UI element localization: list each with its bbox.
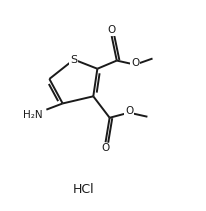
Text: HCl: HCl	[72, 183, 94, 196]
Text: O: O	[124, 106, 132, 116]
Text: O: O	[101, 143, 109, 153]
Text: H₂N: H₂N	[23, 110, 43, 120]
Text: S: S	[70, 55, 77, 65]
Text: O: O	[130, 58, 139, 68]
Text: O: O	[107, 25, 115, 35]
